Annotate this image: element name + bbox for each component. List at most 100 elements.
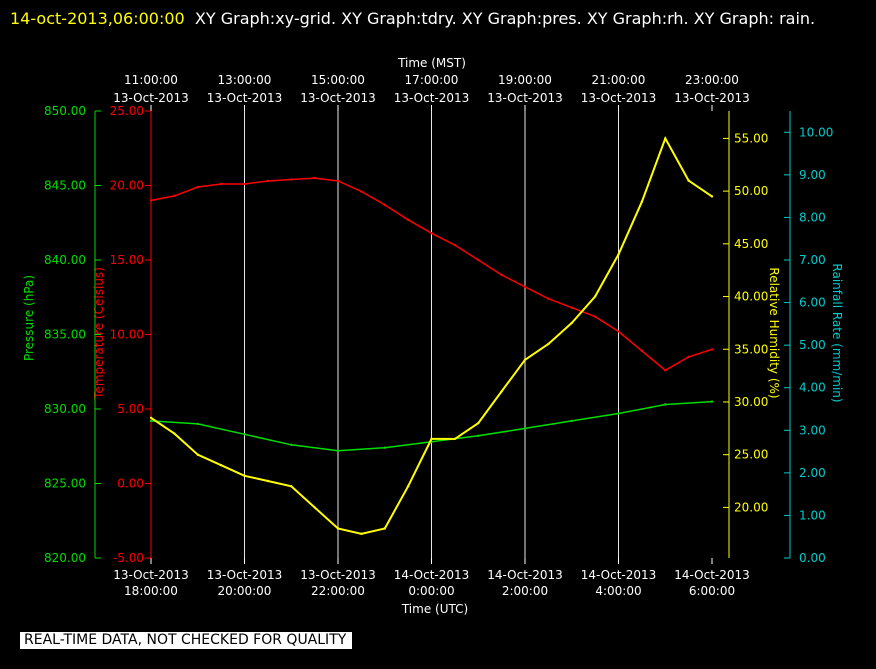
humidity-data-point	[266, 479, 270, 483]
pressure-data-point	[617, 412, 620, 415]
temperature-data-point	[453, 243, 457, 247]
humidity-tick-label: 55.00	[734, 131, 768, 145]
pressure-tick-label: 840.00	[44, 253, 86, 267]
temperature-data-point	[406, 218, 410, 221]
humidity-data-point	[383, 527, 386, 530]
humidity-data-point	[243, 474, 246, 477]
rain-tick-label: 2.00	[799, 466, 826, 480]
temperature-tick-label: 15.00	[110, 253, 144, 267]
humidity-tick-label: 40.00	[734, 290, 768, 304]
x-tick-label-bottom-date: 14-Oct-2013	[394, 568, 470, 582]
temperature-data-point	[710, 348, 714, 351]
temperature-data-point	[523, 285, 527, 288]
x-tick-label-bottom-time: 0:00:00	[408, 584, 454, 598]
humidity-data-point	[664, 137, 667, 140]
x-tick-label-bottom-date: 13-Oct-2013	[113, 568, 189, 582]
humidity-data-point	[336, 527, 340, 530]
temperature-data-point	[593, 315, 597, 318]
temperature-data-point	[196, 185, 199, 189]
pressure-data-point	[570, 419, 573, 423]
x-tick-label-top-time: 11:00:00	[124, 73, 178, 87]
humidity-tick-label: 30.00	[734, 395, 768, 409]
x-tick-label-bottom-date: 13-Oct-2013	[207, 568, 283, 582]
pressure-data-point	[664, 403, 667, 406]
pressure-data-point	[710, 400, 714, 403]
pressure-data-point	[383, 446, 386, 449]
temperature-data-point	[383, 203, 386, 207]
temperature-data-point	[336, 179, 340, 183]
bottom-axis-label: Time (UTC)	[401, 602, 468, 616]
top-axis-label: Time (MST)	[397, 56, 466, 70]
temperature-data-point	[360, 190, 363, 193]
chart-title: 14-oct-2013,06:00:00 XY Graph:xy-grid. X…	[10, 4, 870, 33]
rain-axis-label: Rainfall Rate (mm/min)	[830, 263, 844, 402]
humidity-data-point	[453, 437, 457, 441]
temperature-data-point	[664, 369, 667, 372]
pressure-data-point	[149, 419, 153, 423]
humidity-data-point	[570, 321, 573, 325]
humidity-data-point	[710, 195, 714, 198]
pressure-axis-label: Pressure (hPa)	[22, 275, 36, 361]
temperature-tick-label: 5.00	[117, 402, 144, 416]
graph-list: XY Graph:xy-grid. XY Graph:tdry. XY Grap…	[194, 9, 816, 28]
temperature-tick-label: 25.00	[110, 104, 144, 118]
x-tick-label-top-date: 13-Oct-2013	[113, 91, 189, 105]
pressure-data-point	[336, 449, 340, 452]
temperature-tick-label: -5.00	[113, 551, 144, 565]
x-tick-label-bottom-time: 18:00:00	[124, 584, 178, 598]
humidity-tick-label: 25.00	[734, 448, 768, 462]
rain-tick-label: 6.00	[799, 296, 826, 310]
temperature-tick-label: 20.00	[110, 179, 144, 193]
pressure-tick-label: 830.00	[44, 402, 86, 416]
temperature-data-point	[173, 194, 176, 198]
humidity-axis-label: Relative Humidity (%)	[767, 267, 781, 398]
rain-tick-label: 3.00	[799, 423, 826, 437]
pressure-tick-label: 845.00	[44, 179, 86, 193]
humidity-data-point	[406, 485, 410, 488]
x-tick-label-bottom-date: 14-Oct-2013	[487, 568, 563, 582]
humidity-data-point	[593, 295, 597, 298]
temperature-tick-label: 0.00	[117, 477, 144, 491]
x-tick-label-top-time: 19:00:00	[498, 73, 552, 87]
temperature-data-point	[500, 273, 503, 277]
x-tick-label-top-time: 21:00:00	[592, 73, 646, 87]
rain-tick-label: 1.00	[799, 508, 826, 522]
rain-tick-label: 7.00	[799, 253, 826, 267]
rain-tick-label: 0.00	[799, 551, 826, 565]
timestamp: 14-oct-2013,06:00:00	[10, 9, 185, 28]
temperature-data-point	[290, 178, 293, 181]
x-tick-label-top-date: 13-Oct-2013	[487, 91, 563, 105]
temperature-data-point	[570, 306, 573, 309]
humidity-tick-label: 20.00	[734, 500, 768, 514]
humidity-data-point	[500, 390, 503, 393]
x-tick-label-bottom-time: 22:00:00	[311, 584, 365, 598]
x-tick-label-top-time: 13:00:00	[218, 73, 272, 87]
humidity-data-point	[219, 464, 223, 467]
humidity-data-point	[640, 200, 644, 203]
humidity-tick-label: 45.00	[734, 237, 768, 251]
quality-notice: REAL-TIME DATA, NOT CHECKED FOR QUALITY	[20, 632, 353, 649]
rain-tick-label: 4.00	[799, 381, 826, 395]
temperature-axis-label: Temperature (Celsius)	[92, 267, 106, 400]
humidity-data-point	[523, 358, 527, 361]
x-tick-label-bottom-time: 2:00:00	[502, 584, 548, 598]
pressure-tick-label: 825.00	[44, 477, 86, 491]
temperature-tick-label: 10.00	[110, 328, 144, 342]
rain-tick-label: 5.00	[799, 338, 826, 352]
humidity-data-point	[477, 421, 480, 425]
temperature-data-point	[430, 232, 433, 235]
temperature-data-point	[640, 349, 644, 353]
temperature-data-point	[687, 355, 690, 359]
humidity-data-point	[547, 342, 550, 346]
pressure-data-point	[196, 422, 199, 426]
pressure-data-point	[243, 433, 246, 436]
humidity-data-point	[430, 437, 433, 441]
temperature-data-point	[477, 258, 480, 262]
pressure-data-point	[477, 434, 480, 437]
x-tick-label-bottom-date: 14-Oct-2013	[581, 568, 657, 582]
humidity-data-point	[313, 506, 316, 509]
pressure-tick-label: 820.00	[44, 551, 86, 565]
temperature-data-point	[266, 179, 270, 183]
x-tick-label-top-date: 13-Oct-2013	[394, 91, 470, 105]
x-tick-label-bottom-time: 4:00:00	[595, 584, 641, 598]
